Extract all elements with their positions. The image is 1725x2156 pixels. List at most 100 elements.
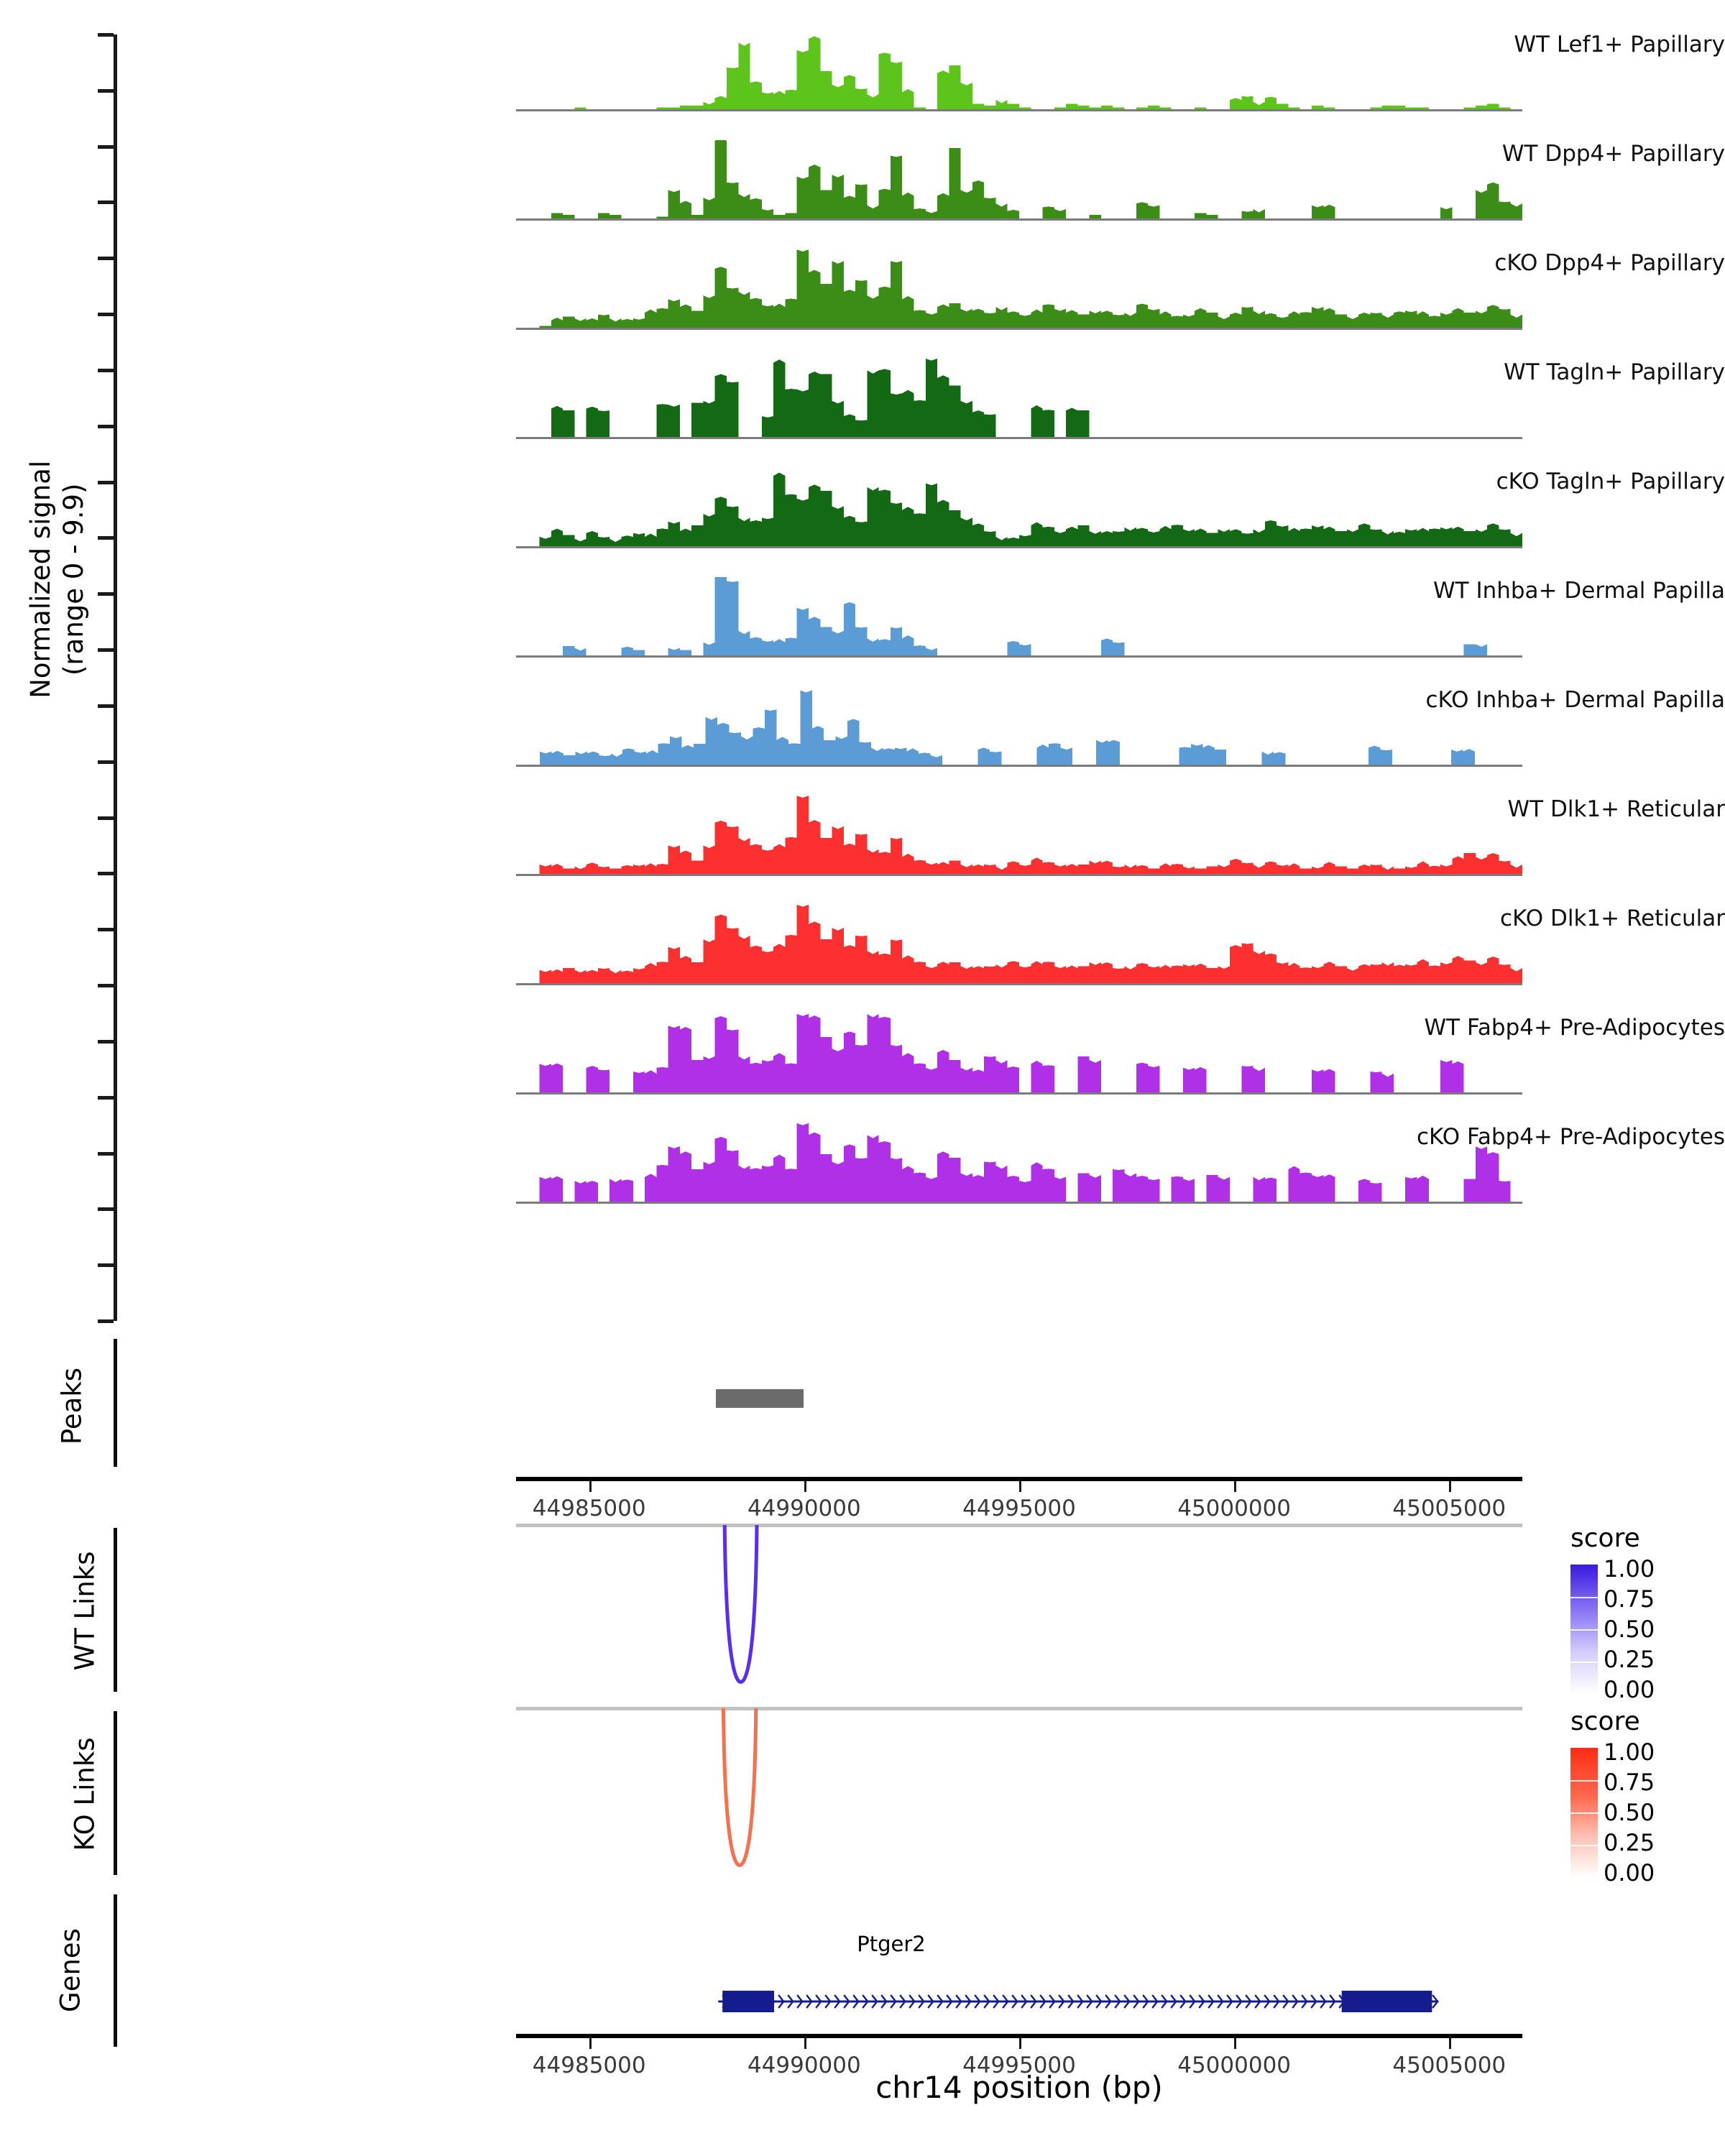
track-plot-area [516,1012,1522,1095]
gene-strand-arrow-icon [1273,1994,1280,2009]
track-plot-area [516,793,1522,876]
y-axis-tick [98,257,114,261]
track-signal-area [516,1123,1522,1204]
genes-spine [114,1894,117,2047]
wt-links-legend: score 1.00 0.75 0.50 0.25 0.00 [1570,1524,1655,1701]
wt-links-label: WT Links [69,1551,101,1671]
ko-legend-tick-1: 0.75 [1604,1769,1655,1796]
gene-strand-arrow-icon [890,1994,897,2009]
wt-legend-tick-3: 0.25 [1604,1646,1655,1673]
gene-strand-arrow-icon [899,1994,906,2009]
gene-strand-arrow-icon [1198,1994,1205,2009]
y-axis-tick [98,648,114,653]
gene-strand-arrow-icon [1011,1994,1018,2009]
gene-strand-arrow-icon [778,1994,785,2009]
y-axis-tick [98,816,114,820]
gene-exon[interactable] [722,1991,774,2012]
gene-strand-arrow-icon [880,1994,888,2009]
track-label: WT Lef1+ Papillary [1514,32,1725,57]
gene-strand-arrow-icon [1114,1994,1121,2009]
y-axis-tick [98,592,114,596]
gene-strand-arrow-icon [1264,1994,1271,2009]
track-plot-area [516,575,1522,658]
coverage-track-row: WT Dlk1+ Reticular [0,793,1725,887]
gene-strand-arrow-icon [965,1994,972,2009]
peaks-panel: Peaks 44985000 44990000 44995000 45000000 45… [0,1333,1725,1524]
ko-legend-ticks: 1.00 0.75 0.50 0.25 0.00 [1604,1741,1655,1884]
x-axis-tick-label: 45005000 [1392,2053,1506,2078]
ko-links-spine [114,1711,117,1875]
peaks-label: Peaks [56,1367,88,1445]
x-axis-tick [1019,1481,1021,1492]
gene-strand-arrow-icon [1292,1994,1299,2009]
gene-strand-arrow-icon [1039,1994,1046,2009]
gene-strand-arrow-icon [993,1994,1000,2009]
y-axis-tick [98,1207,114,1212]
gene-strand-arrow-icon [937,1994,944,2009]
wt-legend-tick-0: 1.00 [1604,1555,1655,1583]
ko-legend-tick-4: 0.00 [1604,1859,1655,1886]
coverage-track-row: WT Fabp4+ Pre-Adipocytes [0,1012,1725,1105]
ko-legend-title: score [1570,1707,1640,1736]
peaks-spine [114,1339,117,1467]
wt-links-panel: WT Links score 1.00 0.75 0.50 0.25 0.00 [0,1524,1725,1703]
gene-strand-arrow-icon [1133,1994,1140,2009]
gene-strand-arrow-icon [1254,1994,1261,2009]
track-signal-area [516,1014,1522,1095]
x-axis-tick [1449,2038,1452,2049]
ko-legend-colorbar [1570,1748,1598,1877]
gene-strand-arrow-icon [1329,1994,1336,2009]
gene-strand-arrow-icon [843,1994,850,2009]
gene-strand-arrow-icon [1077,1994,1084,2009]
gene-exon[interactable] [1341,1991,1432,2012]
track-label: cKO Tagln+ Papillary [1496,469,1725,494]
y-axis-tick [98,704,114,708]
track-plot-area [516,466,1522,548]
track-baseline [516,546,1522,548]
x-axis-tick [589,1481,592,1492]
wt-links-spine [114,1528,117,1692]
gene-strand-arrow-icon [1189,1994,1196,2009]
track-signal-area [516,359,1522,439]
gene-strand-arrow-icon [1086,1994,1093,2009]
gene-strand-arrow-icon [834,1994,841,2009]
gene-strand-arrow-icon [1058,1994,1065,2009]
coverage-track-row: WT Tagln+ Papillary [0,356,1725,450]
gene-strand-arrow-icon [1030,1994,1037,2009]
peak-region[interactable] [715,1389,804,1408]
track-label: cKO Fabp4+ Pre-Adipocytes [1417,1124,1725,1150]
x-axis-tick-label: 44995000 [962,1496,1076,1521]
y-axis-tick [98,88,114,93]
gene-strand-arrow-icon [1236,1994,1243,2009]
y-axis-tick [98,480,114,484]
gene-strand-arrow-icon [1226,1994,1233,2009]
x-axis-tick-label: 44985000 [532,1496,646,1521]
track-signal-area [516,905,1522,985]
x-axis-tick [1234,1481,1237,1492]
coverage-track-row: cKO Dpp4+ Papillary [0,247,1725,341]
x-axis-tick-label: 44995000 [962,2053,1076,2078]
genes-panel: Genes Ptger2 44985000 44990000 44995000 450… [0,1890,1725,2106]
x-axis-tick-label: 45005000 [1392,1496,1506,1521]
gene-strand-arrow-icon [1002,1994,1009,2009]
y-axis-tick [98,33,114,37]
x-axis-tick-label: 44990000 [747,2053,861,2078]
wt-legend-tick-4: 0.00 [1604,1676,1655,1703]
x-axis-title: chr14 position (bp) [875,2070,1163,2105]
gene-strand-arrow-icon [1067,1994,1075,2009]
wt-links-arcs [722,1524,759,1684]
coverage-track-row: cKO Dlk1+ Reticular [0,903,1725,996]
track-plot-area [516,29,1522,111]
coverage-tracks-panel: Normalized signal (range 0 - 9.9) WT Lef… [0,29,1725,1323]
gene-strand-arrow-icon [1432,1994,1439,2009]
link-arc[interactable] [721,1708,758,1867]
gene-strand-arrow-icon [1049,1994,1056,2009]
gene-strand-arrow-icon [787,1994,794,2009]
gene-strand-arrow-icon [1021,1994,1028,2009]
gene-strand-arrow-icon [974,1994,981,2009]
track-plot-area [516,903,1522,985]
genes-label: Genes [55,1928,86,2012]
track-label: cKO Dlk1+ Reticular [1500,906,1725,931]
gene-model[interactable] [516,1976,1522,2027]
link-arc[interactable] [722,1524,759,1684]
